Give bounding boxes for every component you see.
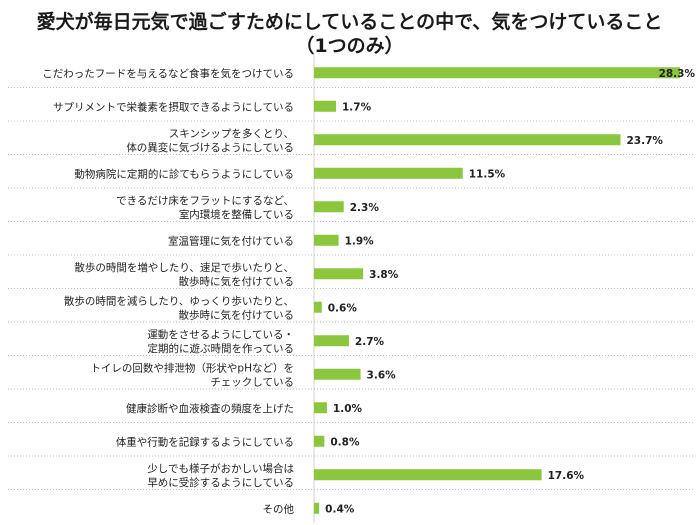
bar	[314, 167, 463, 179]
bar	[314, 335, 349, 347]
value-label: 28.3%	[659, 68, 696, 80]
value-label: 0.6%	[328, 302, 358, 314]
category-label: 体の異変に気づけるようにしている	[126, 141, 294, 154]
value-label: 3.6%	[367, 369, 397, 381]
value-label: 17.6%	[548, 470, 585, 482]
value-label: 1.7%	[342, 101, 372, 113]
chart-title: 愛犬が毎日元気で過ごすためにしていることの中で、気をつけていること	[36, 11, 663, 33]
value-label: 1.0%	[333, 403, 363, 415]
bar	[314, 368, 361, 380]
category-label: 室温管理に気を付けている	[168, 234, 294, 247]
bar	[314, 67, 680, 79]
category-label: サプリメントで栄養素を摂取できるようにしている	[53, 100, 294, 113]
bar	[314, 502, 320, 514]
category-label: 散歩時に気を付けている	[179, 308, 295, 321]
bar	[314, 301, 322, 313]
bar	[314, 234, 339, 246]
category-label: 体重や行動を記録するようにしている	[116, 435, 294, 448]
category-label: こだわったフードを与えるなど食事を気をつけている	[42, 67, 294, 80]
value-label: 2.7%	[355, 336, 385, 348]
category-label: チェックしている	[210, 376, 294, 388]
category-label: 散歩の時間を減らしたり、ゆっくり歩いたりと、	[64, 294, 294, 307]
chart-subtitle: （1つのみ）	[295, 35, 404, 57]
category-label: 少しでも様子がおかしい場合は	[147, 462, 294, 475]
bar	[314, 402, 327, 414]
category-label: できるだけ床をフラットにするなど、	[116, 194, 294, 207]
category-label: 定期的に遊ぶ時間を作っている	[148, 342, 294, 355]
category-label: 散歩の時間を増やしたり、速足で歩いたりと、	[74, 261, 294, 274]
bar	[314, 435, 325, 447]
bar	[314, 100, 336, 112]
value-label: 1.9%	[345, 235, 375, 247]
bar	[314, 134, 621, 146]
category-label: 室内環境を整備している	[179, 208, 294, 221]
category-label: スキンシップを多くとり、	[169, 127, 294, 140]
value-label: 2.3%	[350, 202, 380, 214]
value-label: 3.8%	[369, 269, 399, 281]
category-label: 健康診断や血液検査の頻度を上げた	[126, 402, 294, 415]
bar	[314, 268, 364, 280]
category-label: その他	[263, 502, 295, 515]
category-label: 動物病院に定期的に診てもらうようにしている	[74, 167, 294, 180]
value-label: 0.8%	[330, 436, 360, 448]
value-label: 23.7%	[627, 135, 664, 147]
bar	[314, 469, 542, 481]
category-label: 運動をさせるようにしている・	[147, 328, 294, 341]
category-label: トイレの回数や排泄物（形状やpHなど）を	[90, 361, 294, 374]
value-label: 11.5%	[469, 168, 506, 180]
category-label: 散歩時に気を付けている	[179, 275, 295, 288]
category-label: 早めに受診するようにしている	[147, 476, 294, 489]
bar	[314, 201, 344, 213]
value-label: 0.4%	[325, 503, 355, 515]
